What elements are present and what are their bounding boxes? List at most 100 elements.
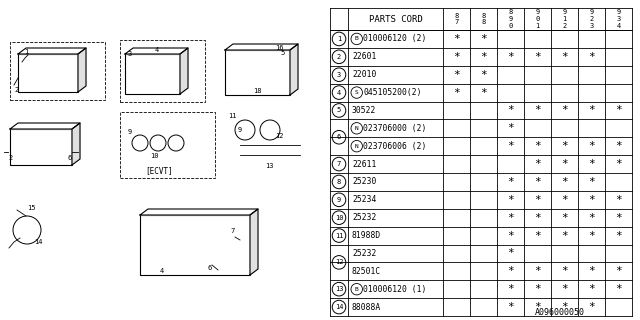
Text: 9: 9 (128, 129, 132, 135)
Text: 010006120 (2): 010006120 (2) (364, 35, 427, 44)
Text: *: * (453, 70, 460, 80)
Polygon shape (225, 44, 298, 50)
Text: *: * (534, 105, 541, 116)
Text: 8: 8 (337, 179, 341, 185)
Text: 22010: 22010 (352, 70, 376, 79)
Bar (10, 42, 105, 100)
Text: *: * (534, 231, 541, 241)
Text: *: * (561, 195, 568, 205)
Text: 9
2
3: 9 2 3 (589, 9, 594, 29)
Text: 2: 2 (337, 54, 341, 60)
Text: *: * (534, 141, 541, 151)
Text: *: * (561, 159, 568, 169)
Text: 6: 6 (68, 155, 72, 161)
Bar (140, 215, 250, 275)
Text: *: * (534, 159, 541, 169)
Text: *: * (588, 266, 595, 276)
Text: *: * (561, 231, 568, 241)
Text: *: * (615, 159, 622, 169)
Text: 25232: 25232 (352, 213, 376, 222)
Bar (120, 40, 205, 102)
Text: 22611: 22611 (352, 160, 376, 169)
Text: *: * (615, 266, 622, 276)
Text: *: * (588, 141, 595, 151)
Text: *: * (507, 123, 514, 133)
Text: *: * (615, 213, 622, 223)
Text: *: * (561, 105, 568, 116)
Text: PARTS CORD: PARTS CORD (369, 14, 422, 23)
Text: *: * (507, 231, 514, 241)
Text: 023706006 (2): 023706006 (2) (364, 142, 427, 151)
Text: *: * (588, 52, 595, 62)
Text: 18: 18 (253, 88, 262, 94)
Polygon shape (125, 48, 188, 54)
Text: 7: 7 (337, 161, 341, 167)
Text: 15: 15 (27, 205, 35, 211)
Text: *: * (507, 248, 514, 259)
Text: *: * (480, 34, 487, 44)
Polygon shape (78, 48, 86, 92)
Text: 9: 9 (337, 197, 341, 203)
Text: 9
3
4: 9 3 4 (616, 9, 621, 29)
Text: 9
1
2: 9 1 2 (563, 9, 566, 29)
Text: *: * (534, 302, 541, 312)
Text: 1: 1 (337, 36, 341, 42)
Text: 4: 4 (337, 90, 341, 96)
Text: *: * (615, 141, 622, 151)
Text: 13: 13 (265, 163, 273, 169)
Text: *: * (561, 141, 568, 151)
Text: *: * (507, 105, 514, 116)
Text: *: * (561, 213, 568, 223)
Text: 25232: 25232 (352, 249, 376, 258)
Text: *: * (507, 52, 514, 62)
Text: *: * (507, 213, 514, 223)
Text: 7: 7 (230, 228, 234, 234)
Text: *: * (480, 88, 487, 98)
Text: 12: 12 (275, 133, 284, 139)
Text: *: * (507, 141, 514, 151)
Text: 2: 2 (8, 155, 12, 161)
Text: *: * (453, 52, 460, 62)
Text: 8
9
0: 8 9 0 (508, 9, 513, 29)
Text: *: * (561, 266, 568, 276)
Text: 023706000 (2): 023706000 (2) (364, 124, 427, 133)
Text: 82501C: 82501C (352, 267, 381, 276)
Text: *: * (453, 34, 460, 44)
Text: *: * (588, 231, 595, 241)
Text: 11: 11 (335, 233, 343, 239)
Text: *: * (588, 213, 595, 223)
Text: 8
8: 8 8 (481, 12, 486, 26)
Text: *: * (561, 284, 568, 294)
Text: 8
7: 8 7 (454, 12, 459, 26)
Text: *: * (615, 284, 622, 294)
Text: B: B (355, 36, 358, 41)
Text: 5: 5 (280, 50, 284, 56)
Text: *: * (561, 302, 568, 312)
Text: *: * (588, 284, 595, 294)
Text: *: * (507, 284, 514, 294)
Text: *: * (480, 70, 487, 80)
Text: *: * (534, 266, 541, 276)
Text: N: N (355, 126, 358, 131)
Text: 11: 11 (228, 113, 237, 119)
Text: 22601: 22601 (352, 52, 376, 61)
Text: 5: 5 (337, 108, 341, 113)
Text: 9
0
1: 9 0 1 (536, 9, 540, 29)
Text: 4: 4 (160, 268, 164, 274)
Text: 1: 1 (24, 49, 28, 55)
Text: *: * (534, 195, 541, 205)
Text: 14: 14 (335, 304, 343, 310)
Polygon shape (72, 123, 80, 165)
Text: 81988D: 81988D (352, 231, 381, 240)
Text: *: * (615, 195, 622, 205)
Text: S: S (355, 90, 358, 95)
Text: *: * (561, 52, 568, 62)
Text: 045105200(2): 045105200(2) (364, 88, 422, 97)
Text: 25234: 25234 (352, 195, 376, 204)
Text: 10: 10 (150, 153, 159, 159)
Text: *: * (534, 177, 541, 187)
Text: 14: 14 (34, 239, 42, 245)
Text: 9: 9 (238, 127, 243, 133)
Text: *: * (615, 231, 622, 241)
Text: 4: 4 (155, 47, 159, 53)
